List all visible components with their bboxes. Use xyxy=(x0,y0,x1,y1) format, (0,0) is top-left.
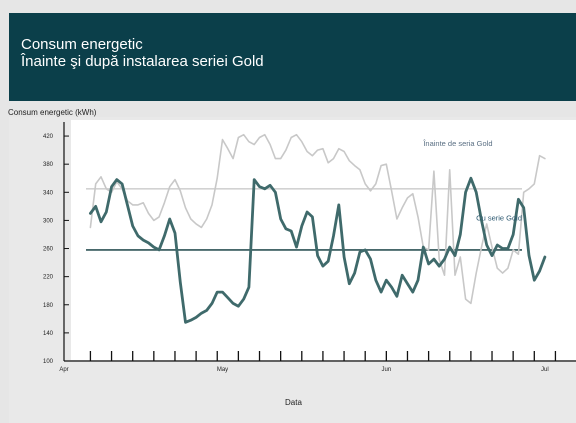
title-banner: Consum energetic Înainte şi după instala… xyxy=(9,13,576,101)
y-tick-label: 340 xyxy=(43,190,54,196)
x-tick-label: Apr xyxy=(59,367,68,373)
x-tick-label: Jun xyxy=(381,367,391,373)
series-label-gold: Cu serie Gold xyxy=(476,213,522,222)
plot-area xyxy=(71,120,576,360)
y-tick-label: 260 xyxy=(43,247,54,253)
x-tick-label: May xyxy=(217,367,228,373)
series-line-before xyxy=(89,133,546,305)
series-line-gold xyxy=(89,176,547,324)
y-tick-label: 220 xyxy=(43,275,54,281)
y-tick-label: 180 xyxy=(43,303,54,309)
y-tick-label: 140 xyxy=(43,331,54,337)
y-tick-label: 100 xyxy=(43,359,54,365)
y-axis-label: Consum energetic (kWh) xyxy=(8,108,97,117)
chart-title: Consum energetic xyxy=(21,36,143,53)
series-label-before: Înainte de seria Gold xyxy=(422,139,492,148)
y-tick-label: 420 xyxy=(43,134,54,140)
chart-subtitle: Înainte şi după instalarea seriei Gold xyxy=(21,53,264,70)
x-axis-label: Data xyxy=(285,398,302,407)
x-tick-label: Jul xyxy=(541,367,549,373)
y-tick-label: 300 xyxy=(43,218,54,224)
y-tick-label: 380 xyxy=(43,162,54,168)
